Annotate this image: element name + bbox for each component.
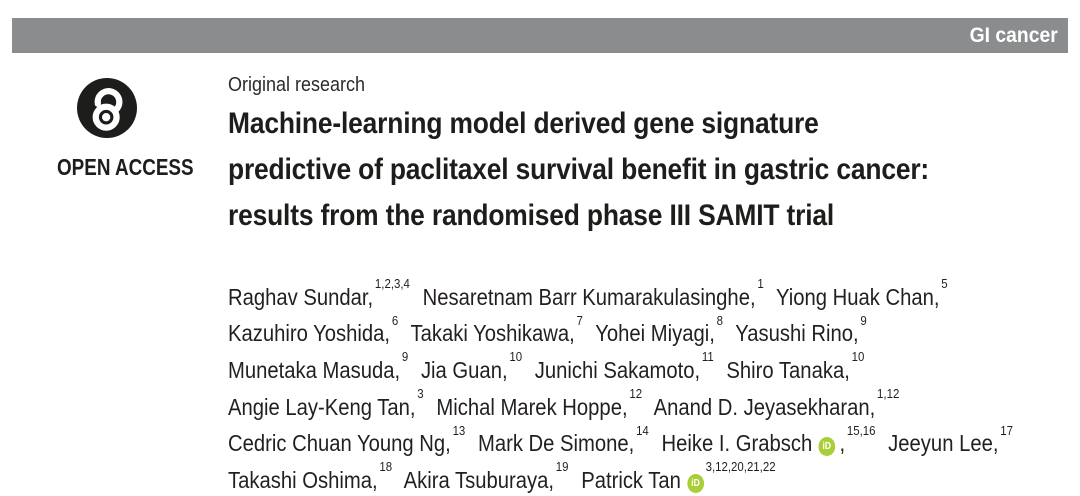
author-affiliations: 13 [452,422,466,438]
author: Heike I. Grabsch iD ,15,16 [661,423,876,457]
author: Cedric Chuan Young Ng,13 [228,423,465,457]
author-name: Akira Tsuburaya, [403,466,555,493]
author-name: Yohei Miyagi, [595,320,715,347]
author-name: Patrick Tan [581,466,681,493]
author: Angie Lay-Keng Tan,3 [228,386,424,420]
author-affiliations: 1,12 [877,385,900,401]
author: Yasushi Rino,9 [735,313,867,347]
author-name: Jeeyun Lee, [888,430,999,457]
journal-section-label: GI cancer [969,24,1058,47]
author-affiliations: 3 [417,385,424,401]
author-name: Takashi Oshima, [228,466,378,493]
article-title-line-2: predictive of paclitaxel survival benefi… [228,153,930,186]
author-affiliations: 9 [860,312,867,328]
author: Mark De Simone,14 [477,423,649,457]
article-title-line-1: Machine-learning model derived gene sign… [228,107,819,140]
orcid-icon[interactable]: iD [818,437,836,457]
author-affiliations: 3,12,20,21,22 [705,459,776,475]
author-line: Kazuhiro Yoshida,6 Takaki Yoshikawa,7 Yo… [228,313,1020,350]
author-name: Munetaka Masuda, [228,356,401,383]
author-line: Angie Lay-Keng Tan,3 Michal Marek Hoppe,… [228,386,1020,423]
author: Nesaretnam Barr Kumarakulasinghe,1 [422,276,764,310]
author-affiliations: 14 [636,422,649,438]
article-title: Machine-learning model derived gene sign… [228,101,929,239]
orcid-icon[interactable]: iD [687,473,704,493]
author-name: Kazuhiro Yoshida, [228,320,391,347]
author-name: Heike I. Grabsch [661,430,813,457]
author-name: Yiong Huak Chan, [776,283,940,310]
author-name-suffix: , [839,430,846,457]
author: Junichi Sakamoto,11 [534,349,714,383]
author-affiliations: 1 [757,276,764,291]
author-list: Raghav Sundar,1,2,3,4 Nesaretnam Barr Ku… [228,276,1020,496]
author-affiliations: 11 [701,349,714,365]
author-affiliations: 10 [509,349,523,365]
article-type-label: Original research [228,74,366,96]
author-name: Michal Marek Hoppe, [436,393,628,420]
author-name: Yasushi Rino, [735,320,859,347]
author-line: Raghav Sundar,1,2,3,4 Nesaretnam Barr Ku… [228,276,1020,313]
author: Michal Marek Hoppe,12 [436,386,642,420]
author: Takashi Oshima,18 [228,459,392,493]
author: Patrick Tan iD3,12,20,21,22 [581,459,776,493]
author: Raghav Sundar,1,2,3,4 [228,276,410,310]
author-line: Takashi Oshima,18 Akira Tsuburaya,19 Pat… [228,459,1020,496]
author-affiliations: 17 [1000,422,1013,438]
author: Kazuhiro Yoshida,6 [228,313,398,347]
author: Takaki Yoshikawa,7 [410,313,582,347]
article-title-line-3: results from the randomised phase III SA… [228,199,835,232]
author: Yiong Huak Chan,5 [776,276,948,310]
author-affiliations: 19 [555,459,569,475]
author: Jeeyun Lee,17 [888,423,1013,457]
author-affiliations: 12 [629,385,643,401]
author-affiliations: 8 [716,312,723,328]
author-name: Shiro Tanaka, [726,356,850,383]
author-line: Cedric Chuan Young Ng,13 Mark De Simone,… [228,423,1020,460]
author-affiliations: 15,16 [846,422,876,438]
author-name: Angie Lay-Keng Tan, [228,393,416,420]
author-name: Mark De Simone, [477,430,635,457]
author-affiliations: 7 [576,312,583,328]
author-line: Munetaka Masuda,9 Jia Guan,10 Junichi Sa… [228,349,1020,386]
author-name: Cedric Chuan Young Ng, [228,430,451,457]
author-affiliations: 18 [379,459,393,475]
author-name: Nesaretnam Barr Kumarakulasinghe, [422,283,756,310]
author: Shiro Tanaka,10 [726,349,864,383]
open-access-label: OPEN ACCESS [56,154,194,180]
author-affiliations: 10 [851,349,865,365]
open-access-badge: OPEN ACCESS [42,78,194,181]
author: Anand D. Jeyasekharan,1,12 [653,386,900,420]
author-name: Junichi Sakamoto, [534,356,701,383]
author-name: Jia Guan, [420,356,508,383]
journal-section-bar: GI cancer [12,18,1068,53]
author-name: Raghav Sundar, [228,283,374,310]
author-affiliations: 1,2,3,4 [374,276,410,291]
author-affiliations: 6 [391,312,399,328]
open-padlock-icon [77,78,137,138]
author-name: Takaki Yoshikawa, [410,320,575,347]
article-header-page: GI cancer OPEN ACCESS Original research … [12,18,1068,493]
author-affiliations: 5 [941,276,948,291]
author-affiliations: 9 [401,349,409,365]
author: Akira Tsuburaya,19 [403,459,569,493]
author-name: Anand D. Jeyasekharan, [653,393,876,420]
author: Yohei Miyagi,8 [595,313,723,347]
author: Jia Guan,10 [420,349,522,383]
author: Munetaka Masuda,9 [228,349,408,383]
